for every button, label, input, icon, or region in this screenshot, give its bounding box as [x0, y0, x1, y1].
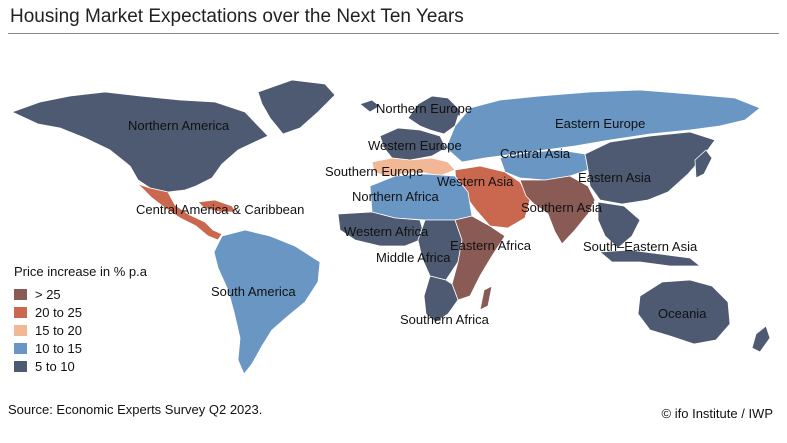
- legend-item: 10 to 15: [14, 339, 147, 357]
- region-iceland: [359, 99, 381, 113]
- label-northern-africa: Northern Africa: [352, 189, 439, 204]
- legend-swatch: [14, 324, 27, 336]
- map-title: Housing Market Expectations over the Nex…: [10, 6, 464, 27]
- legend: Price increase in % p.a > 25 20 to 25 15…: [14, 264, 147, 375]
- label-oceania: Oceania: [658, 306, 707, 321]
- region-madagascar: [479, 285, 493, 311]
- region-indonesia: [599, 249, 701, 267]
- region-caribbean: [197, 199, 237, 213]
- region-australia: [637, 279, 731, 345]
- label-northern-europe: Northern Europe: [376, 101, 472, 116]
- region-south-eastern-asia: [597, 201, 641, 249]
- region-eastern-asia: [584, 131, 716, 205]
- region-eastern-africa: [451, 215, 506, 301]
- legend-title: Price increase in % p.a: [14, 264, 147, 279]
- label-western-asia: Western Asia: [437, 174, 514, 189]
- region-south-america: [213, 229, 321, 375]
- label-southern-africa: Southern Africa: [400, 312, 490, 327]
- label-central-asia: Central Asia: [500, 146, 571, 161]
- region-southern-africa: [423, 275, 459, 323]
- region-central-america: [137, 183, 223, 241]
- legend-item: 15 to 20: [14, 321, 147, 339]
- label-south-eastern-asia: South–Eastern Asia: [583, 239, 698, 254]
- region-northern-europe: [407, 95, 461, 135]
- label-south-america: South America: [211, 284, 296, 299]
- legend-label: > 25: [35, 286, 61, 302]
- title-divider: [8, 33, 779, 34]
- region-southern-asia: [519, 175, 596, 245]
- credit-note: © ifo Institute / IWP: [661, 406, 773, 421]
- label-southern-europe: Southern Europe: [325, 164, 423, 179]
- legend-label: 15 to 20: [35, 322, 82, 338]
- region-new-zealand: [751, 325, 771, 353]
- legend-swatch: [14, 306, 27, 318]
- label-southern-asia: Southern Asia: [521, 200, 603, 215]
- legend-item: > 25: [14, 285, 147, 303]
- region-western-africa: [337, 211, 426, 247]
- label-eastern-europe: Eastern Europe: [555, 116, 645, 131]
- region-northern-america: [11, 91, 269, 193]
- label-middle-africa: Middle Africa: [376, 250, 451, 265]
- legend-item: 5 to 10: [14, 357, 147, 375]
- source-note: Source: Economic Experts Survey Q2 2023.: [8, 402, 263, 417]
- label-northern-america: Northern America: [128, 118, 230, 133]
- label-eastern-africa: Eastern Africa: [450, 238, 532, 253]
- legend-item: 20 to 25: [14, 303, 147, 321]
- label-eastern-asia: Eastern Asia: [578, 170, 652, 185]
- world-map: Northern America Central America & Carib…: [11, 79, 771, 375]
- legend-swatch: [14, 342, 27, 354]
- legend-label: 10 to 15: [35, 340, 82, 356]
- region-southern-europe: [371, 157, 456, 177]
- label-central-america: Central America & Caribbean: [136, 202, 304, 217]
- label-western-europe: Western Europe: [368, 138, 462, 153]
- region-greenland: [257, 79, 336, 135]
- region-japan: [694, 149, 713, 179]
- region-central-asia: [499, 149, 589, 181]
- label-western-africa: Western Africa: [344, 224, 429, 239]
- legend-swatch: [14, 360, 27, 372]
- legend-label: 5 to 10: [35, 358, 75, 374]
- legend-swatch: [14, 288, 27, 300]
- region-western-europe: [379, 127, 447, 161]
- legend-label: 20 to 25: [35, 304, 82, 320]
